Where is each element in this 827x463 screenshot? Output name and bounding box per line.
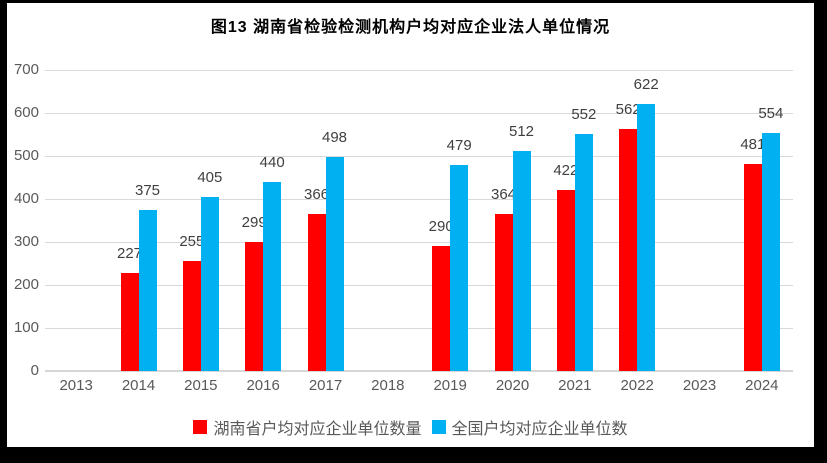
- data-label-national-2021: 552: [571, 105, 597, 123]
- data-label-hunan-2021: 422: [553, 161, 579, 179]
- x-tick-2018: 2018: [371, 377, 405, 394]
- data-label-hunan-2014: 227: [116, 245, 143, 263]
- data-label-hunan-2024: 481: [740, 136, 766, 154]
- y-tick-100: 100: [13, 319, 39, 336]
- bar-national-2017: [325, 156, 344, 371]
- bar-hunan-2014: [120, 273, 139, 371]
- legend-item-national: 全国户均对应企业单位数: [431, 415, 628, 439]
- gridline-300: [45, 242, 793, 243]
- y-tick-500: 500: [13, 147, 39, 164]
- x-tick-2023: 2023: [682, 377, 717, 394]
- y-tick-700: 700: [13, 61, 39, 78]
- data-label-hunan-2019: 290: [428, 218, 454, 236]
- x-tick-2021: 2021: [558, 377, 592, 394]
- y-tick-200: 200: [13, 276, 39, 293]
- bar-hunan-2020: [494, 214, 513, 371]
- y-tick-300: 300: [13, 233, 39, 250]
- data-label-hunan-2017: 366: [303, 185, 330, 203]
- data-label-national-2019: 479: [446, 137, 472, 155]
- bar-national-2024: [761, 132, 780, 371]
- y-tick-600: 600: [13, 104, 39, 121]
- bar-hunan-2022: [619, 129, 638, 371]
- x-tick-2015: 2015: [184, 377, 218, 394]
- x-axis-line: [45, 370, 793, 372]
- data-label-hunan-2020: 364: [490, 186, 517, 204]
- x-tick-2016: 2016: [246, 377, 280, 394]
- data-label-national-2017: 498: [321, 128, 348, 146]
- bar-hunan-2021: [556, 189, 575, 371]
- data-label-national-2024: 554: [758, 104, 784, 122]
- legend-label-national: 全国户均对应企业单位数: [451, 421, 628, 438]
- legend-swatch-national: [431, 420, 446, 434]
- bar-hunan-2024: [743, 164, 762, 371]
- legend-swatch-hunan: [193, 420, 208, 434]
- gridline-100: [45, 328, 793, 329]
- y-tick-400: 400: [13, 190, 39, 207]
- bar-hunan-2015: [182, 261, 201, 371]
- legend: 湖南省户均对应企业单位数量 全国户均对应企业单位数: [7, 415, 814, 439]
- data-label-national-2016: 440: [259, 153, 285, 171]
- data-label-hunan-2015: 255: [179, 233, 205, 251]
- x-tick-2017: 2017: [308, 377, 343, 394]
- legend-item-hunan: 湖南省户均对应企业单位数量: [193, 415, 422, 439]
- x-tick-2022: 2022: [620, 377, 654, 394]
- bar-national-2022: [637, 103, 656, 371]
- data-label-national-2022: 622: [633, 75, 659, 93]
- plot-area: 0 100 200 300 400 500 600 700 2013 2014 227 375 2015…: [7, 3, 814, 447]
- chart-title: 图13 湖南省检验检测机构户均对应企业法人单位情况: [210, 19, 611, 36]
- data-label-national-2015: 405: [197, 168, 223, 186]
- gridline-600: [45, 113, 793, 114]
- gridline-700: [45, 70, 793, 71]
- data-label-hunan-2016: 299: [241, 214, 267, 232]
- bar-national-2016: [263, 181, 282, 371]
- bar-hunan-2016: [245, 242, 264, 371]
- gridline-500: [45, 156, 793, 157]
- bar-national-2021: [574, 133, 593, 371]
- x-tick-2013: 2013: [59, 377, 93, 394]
- data-label-national-2020: 512: [508, 122, 535, 140]
- gridline-200: [45, 285, 793, 286]
- data-label-national-2014: 375: [134, 181, 161, 199]
- x-tick-2019: 2019: [433, 377, 467, 394]
- chart-container: 图13 湖南省检验检测机构户均对应企业法人单位情况 0 100 200 300 400 5…: [7, 3, 814, 447]
- bar-national-2019: [450, 165, 469, 371]
- bar-national-2015: [200, 196, 219, 371]
- data-label-hunan-2022: 562: [615, 101, 641, 119]
- x-tick-2024: 2024: [745, 377, 779, 394]
- bar-hunan-2019: [432, 246, 451, 371]
- bar-national-2020: [512, 150, 531, 371]
- x-tick-2020: 2020: [495, 377, 530, 394]
- gridline-400: [45, 199, 793, 200]
- bar-hunan-2017: [307, 213, 326, 371]
- bar-national-2014: [138, 209, 157, 371]
- x-tick-2014: 2014: [121, 377, 156, 394]
- y-tick-0: 0: [30, 362, 39, 379]
- legend-label-hunan: 湖南省户均对应企业单位数量: [213, 421, 422, 438]
